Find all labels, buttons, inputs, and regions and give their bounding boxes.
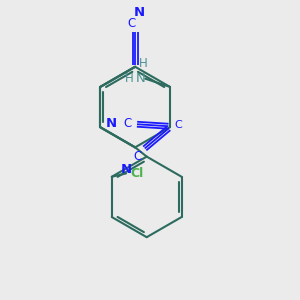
Text: N: N	[121, 163, 132, 176]
Text: C: C	[123, 117, 131, 130]
Text: N: N	[106, 117, 117, 130]
Text: H: H	[139, 57, 148, 70]
Text: C: C	[134, 149, 142, 163]
Text: C: C	[174, 120, 182, 130]
Text: Cl: Cl	[130, 167, 143, 180]
Text: N: N	[134, 6, 145, 19]
Text: N: N	[135, 72, 145, 85]
Text: H: H	[125, 72, 134, 85]
Text: C: C	[127, 17, 135, 30]
